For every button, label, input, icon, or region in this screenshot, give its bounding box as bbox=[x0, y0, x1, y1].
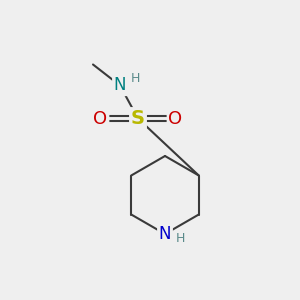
Text: N: N bbox=[114, 76, 126, 94]
Text: O: O bbox=[168, 110, 183, 128]
Text: N: N bbox=[159, 225, 171, 243]
Text: S: S bbox=[131, 109, 145, 128]
Text: H: H bbox=[130, 71, 140, 85]
Text: H: H bbox=[175, 232, 185, 245]
Text: O: O bbox=[93, 110, 108, 128]
